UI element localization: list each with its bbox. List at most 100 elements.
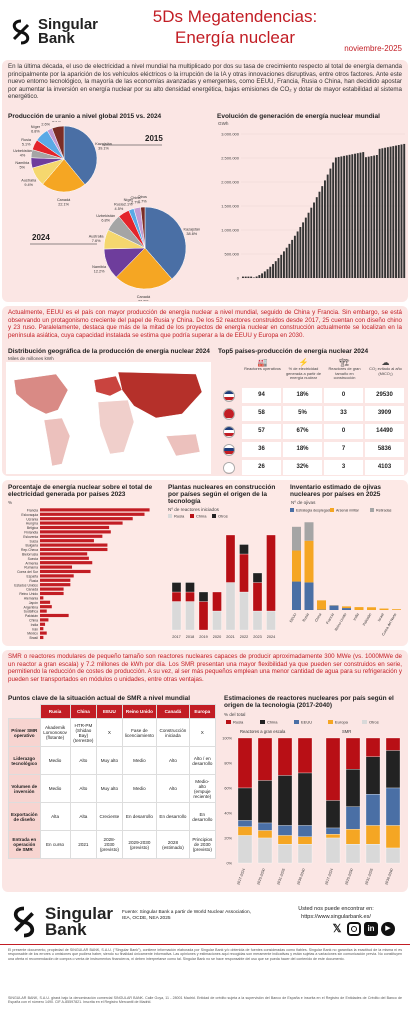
pct-bar	[40, 618, 49, 622]
smr-col-header: Europa	[188, 704, 217, 719]
header: Singular Bank 5Ds Megatendencias: Energía…	[0, 0, 410, 60]
pct-country-label: Irán	[32, 627, 38, 631]
pct-bar	[40, 600, 51, 604]
est-bar-segment	[385, 737, 401, 751]
pct-unit: %	[8, 500, 13, 505]
ojivas-country-label: India	[353, 613, 360, 622]
top5-cell: 14490	[365, 424, 404, 439]
pct-country-label: Eslovaquia	[21, 513, 38, 517]
smr-cell: Alto / en desarrollo	[188, 746, 217, 775]
evo-bar	[400, 144, 403, 278]
est-bar-segment	[277, 775, 293, 826]
evo-bar	[384, 147, 387, 278]
evo-bar	[370, 156, 373, 278]
est-group-label: Reactores a gran escala	[240, 729, 286, 734]
evo-bar	[359, 152, 362, 278]
pct-bar	[40, 578, 71, 582]
youtube-icon[interactable]: ▶	[381, 922, 395, 936]
evo-bar	[321, 186, 324, 278]
evo-bar	[280, 254, 283, 278]
est-bar-segment	[257, 837, 273, 864]
smr-cell: Alto	[156, 774, 190, 803]
smr-cell: Medio	[121, 774, 158, 803]
evo-ytick: 1.000.000	[221, 228, 240, 233]
evo-bar	[288, 243, 291, 278]
pie2024-label: Níger	[124, 198, 134, 202]
est-ytick: 60%	[224, 787, 232, 791]
smr-col-header: EEUU	[96, 704, 123, 719]
evo-bar	[293, 235, 296, 278]
uranium-pies: Kazajstán39.1%Canadá22.1%Australia9.4%Na…	[13, 121, 200, 301]
evolution-title: Evolución de generación de energía nucle…	[217, 113, 380, 120]
pct-country-label: Rusia	[29, 579, 38, 583]
construction-bar-segment	[225, 534, 236, 583]
est-bar-segment	[365, 756, 381, 795]
pct-country-label: China	[29, 619, 38, 623]
top5-cell: 57	[242, 424, 281, 439]
est-legend-label: Otros	[369, 720, 379, 725]
evo-bar	[313, 202, 315, 278]
pct-country-label: Bulgaria	[26, 544, 39, 548]
est-bar-segment	[345, 829, 361, 845]
top5-cell: 29530	[365, 388, 404, 403]
est-bar-segment	[345, 844, 361, 864]
footer-divider	[0, 944, 410, 945]
ojivas-bar-segment	[292, 581, 301, 610]
smr-cell: Construcción iniciada	[156, 718, 190, 747]
est-bar-segment	[345, 806, 361, 830]
est-bar-segment	[277, 825, 293, 836]
pct-country-label: Armenia	[25, 561, 38, 565]
est-legend-swatch	[362, 720, 367, 724]
linkedin-icon[interactable]: in	[364, 922, 378, 936]
top5-cell: 0	[324, 424, 363, 439]
est-bar-segment	[385, 787, 401, 826]
top5-header-cell: 🏗 Reactores de gran tamaño en construcció…	[328, 358, 361, 381]
smr-cell: Alta	[69, 802, 98, 831]
est-bar-segment	[257, 830, 273, 839]
pct-country-label: Corea del Sur	[17, 570, 39, 574]
x-icon[interactable]: 𝕏	[332, 923, 342, 935]
smr-col-header: Canadá	[156, 704, 190, 719]
est-bar-segment	[237, 820, 253, 827]
construction-bar-segment	[212, 610, 222, 631]
evo-bar	[326, 174, 329, 278]
web-link[interactable]: https://www.singularbank.es/	[301, 914, 371, 920]
evo-bar	[373, 155, 376, 278]
construction-chart: Rusia China Otros 2017 2018 2019 2020 2021 2022 2…	[168, 514, 276, 639]
pie2024-slice	[140, 206, 146, 249]
instagram-icon[interactable]	[347, 922, 361, 936]
est-bar-segment	[385, 847, 401, 864]
est-bar-segment	[277, 737, 293, 776]
construction-bar-segment	[185, 601, 195, 631]
est-bar-segment	[365, 794, 381, 826]
ojivas-legend-swatch	[370, 508, 374, 512]
brand-name-2: Bank	[38, 30, 75, 47]
ojivas-bar-segment	[304, 540, 314, 583]
disclaimer-2: SINGULAR BANK, S.A.U. girará bajo la den…	[8, 996, 402, 1005]
pct-country-label: Francia	[27, 509, 38, 513]
smr-cell: Alto	[156, 746, 190, 775]
est-ytick: 100%	[222, 737, 232, 741]
top5-header-label: Reactores operativos	[244, 366, 281, 371]
top5-header-cell: ☁ CO₂ evitado al año (MtCO₂)	[369, 358, 402, 376]
pie2024-label: Uzbekistán	[96, 214, 115, 218]
smr-intro: SMR o reactores modulares de pequeño tam…	[8, 653, 402, 683]
top5-cell: 3	[324, 460, 363, 475]
top5-cell: 4103	[365, 460, 404, 475]
pct-bar	[40, 591, 64, 596]
ojivas-bar-segment	[317, 600, 326, 610]
brand-logo: Singular Bank	[8, 17, 98, 47]
est-legend-label: EEUU	[301, 720, 312, 725]
evo-bar	[334, 157, 337, 278]
construction-bar-segment	[239, 553, 249, 593]
top5-cell: 58	[242, 406, 281, 421]
construction-bar-segment	[185, 582, 195, 593]
pct-bar	[40, 605, 52, 609]
pct-bar	[40, 631, 47, 635]
smr-cell: Fase de licenciamiento	[121, 718, 158, 747]
footer-source: Fuente: Singular Bank a partir de World …	[122, 910, 251, 921]
top5-cell: 36	[242, 442, 281, 457]
smr-cell: 2021	[69, 830, 98, 859]
est-period-label: 2025-2030	[256, 868, 266, 886]
